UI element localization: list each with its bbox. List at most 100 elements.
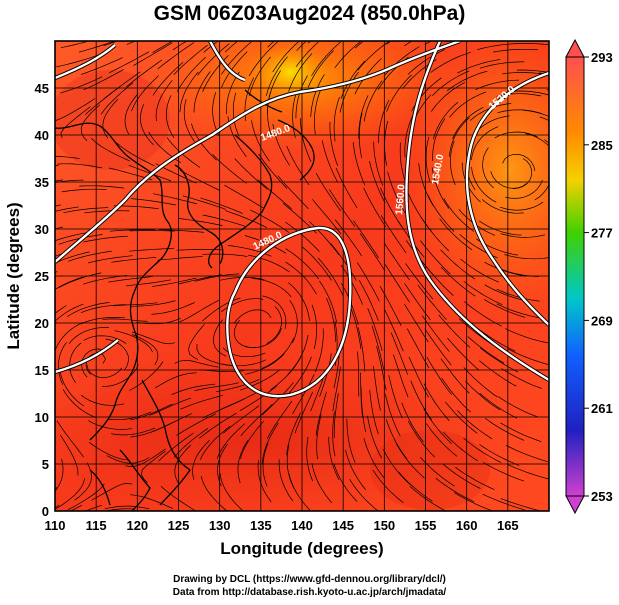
streamline: [439, 218, 473, 251]
streamline: [68, 327, 109, 345]
streamline: [423, 408, 452, 445]
streamline: [140, 450, 166, 483]
streamline: [104, 508, 135, 511]
streamline: [159, 229, 205, 233]
y-tick-label: 40: [35, 128, 49, 143]
streamline: [55, 478, 86, 510]
streamline: [261, 422, 279, 465]
streamline: [192, 439, 210, 480]
streamline: [295, 41, 321, 67]
streamline: [345, 449, 366, 491]
streamline: [421, 315, 450, 352]
streamline: [224, 184, 264, 209]
streamline: [102, 318, 148, 322]
streamline: [56, 54, 100, 68]
streamline: [131, 75, 159, 112]
streamline: [383, 242, 410, 281]
streamline: [384, 264, 410, 303]
streamline: [441, 377, 471, 413]
streamline: [91, 137, 130, 162]
streamline: [505, 444, 548, 463]
streamline: [311, 304, 317, 350]
streamline: [140, 104, 154, 146]
streamline: [285, 248, 319, 280]
streamline: [59, 369, 85, 407]
streamline: [455, 466, 495, 490]
streamline: [74, 462, 92, 501]
streamline: [292, 374, 315, 414]
streamline: [278, 459, 294, 502]
streamline: [172, 41, 188, 51]
streamline: [420, 216, 450, 252]
streamline: [267, 91, 272, 137]
x-tick-label: 140: [291, 518, 313, 533]
streamline: [149, 397, 192, 416]
streamline: [390, 332, 408, 375]
streamline: [479, 347, 519, 373]
streamline: [157, 256, 203, 261]
streamline: [289, 300, 298, 344]
streamline: [404, 283, 431, 321]
streamline: [367, 308, 383, 351]
streamline: [188, 324, 205, 360]
streamline: [62, 389, 97, 419]
streamline: [340, 264, 363, 305]
streamline: [248, 41, 279, 77]
streamline: [534, 161, 549, 201]
streamline: [220, 51, 248, 89]
streamline: [262, 442, 269, 487]
streamline: [80, 317, 126, 325]
streamline: [349, 305, 362, 350]
streamline: [404, 41, 413, 47]
streamline: [430, 51, 471, 73]
streamline: [197, 43, 230, 76]
streamline: [55, 458, 64, 492]
x-tick-label: 130: [209, 518, 231, 533]
streamline: [463, 437, 502, 463]
streamline: [55, 251, 90, 264]
streamline: [272, 124, 290, 166]
streamline: [447, 337, 480, 371]
streamline: [277, 175, 309, 210]
streamline: [339, 71, 359, 113]
streamline: [427, 195, 455, 232]
streamline: [500, 422, 542, 443]
y-tick-label: 35: [35, 175, 49, 190]
streamline: [200, 197, 243, 214]
streamline: [471, 166, 497, 203]
streamline: [244, 235, 287, 254]
streamline: [131, 331, 175, 345]
streamline: [154, 372, 197, 389]
credit-dcl: Drawing by DCL (https://www.gfd-dennou.o…: [173, 574, 446, 585]
streamline: [239, 385, 278, 412]
streamline: [174, 444, 192, 485]
colorbar-tick-label: 261: [591, 401, 613, 416]
streamline: [245, 353, 285, 375]
streamline: [417, 284, 447, 320]
streamline: [477, 43, 522, 51]
y-axis-ticks: 0 5 10 15 20 25 30 35 40 45: [35, 81, 49, 519]
streamline: [90, 483, 132, 501]
streamline: [69, 342, 82, 384]
streamline: [103, 71, 141, 99]
streamline: [105, 338, 129, 371]
streamline: [84, 504, 102, 511]
streamline: [360, 387, 367, 433]
streamline: [288, 282, 310, 321]
streamline: [69, 504, 83, 511]
streamline: [126, 279, 171, 287]
streamline: [261, 337, 294, 369]
streamline: [443, 198, 475, 232]
streamline: [233, 309, 272, 324]
streamline: [479, 220, 522, 236]
streamline: [408, 356, 429, 398]
streamline: [240, 420, 265, 459]
streamline: [60, 41, 91, 49]
streamline: [55, 156, 80, 160]
streamline: [410, 380, 433, 421]
streamline: [237, 440, 249, 484]
streamline: [357, 41, 391, 71]
streamline: [307, 41, 312, 44]
streamline: [55, 303, 84, 322]
streamline: [371, 325, 384, 370]
